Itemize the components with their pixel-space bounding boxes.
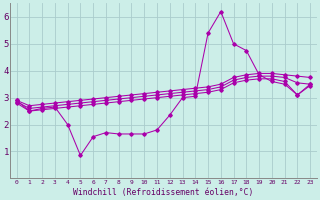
X-axis label: Windchill (Refroidissement éolien,°C): Windchill (Refroidissement éolien,°C) <box>73 188 253 197</box>
